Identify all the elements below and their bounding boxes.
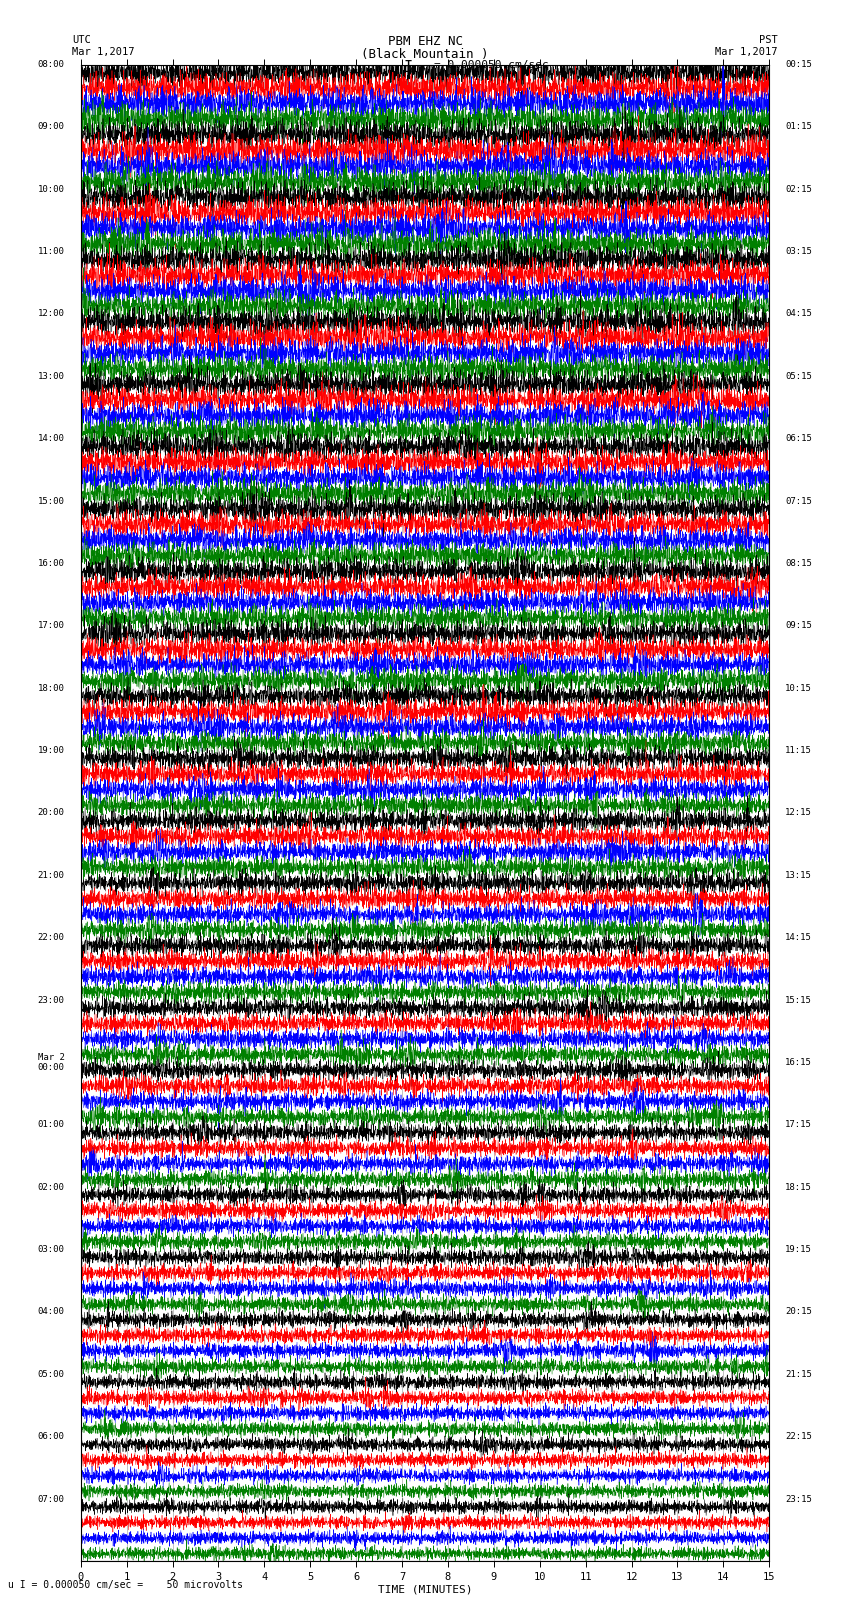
Text: 16:15: 16:15 (785, 1058, 813, 1066)
Text: 20:15: 20:15 (785, 1308, 813, 1316)
Text: 06:00: 06:00 (37, 1432, 65, 1440)
Text: 09:00: 09:00 (37, 123, 65, 131)
Text: 16:00: 16:00 (37, 560, 65, 568)
Text: u I = 0.000050 cm/sec =    50 microvolts: u I = 0.000050 cm/sec = 50 microvolts (8, 1581, 243, 1590)
Text: 01:15: 01:15 (785, 123, 813, 131)
Text: 20:00: 20:00 (37, 808, 65, 818)
Text: Mar 1,2017: Mar 1,2017 (72, 47, 135, 56)
Text: 06:15: 06:15 (785, 434, 813, 444)
Text: UTC: UTC (72, 35, 91, 45)
Text: 22:00: 22:00 (37, 934, 65, 942)
Text: 14:00: 14:00 (37, 434, 65, 444)
Text: 04:15: 04:15 (785, 310, 813, 318)
Text: 10:00: 10:00 (37, 185, 65, 194)
Text: 02:15: 02:15 (785, 185, 813, 194)
Text: = 0.000050 cm/sec: = 0.000050 cm/sec (434, 60, 548, 69)
Text: 07:15: 07:15 (785, 497, 813, 505)
Text: 11:15: 11:15 (785, 747, 813, 755)
Text: PST: PST (759, 35, 778, 45)
Text: 03:00: 03:00 (37, 1245, 65, 1253)
Text: 13:00: 13:00 (37, 373, 65, 381)
Text: 18:15: 18:15 (785, 1182, 813, 1192)
Text: 15:00: 15:00 (37, 497, 65, 505)
Text: 11:00: 11:00 (37, 247, 65, 256)
Text: 04:00: 04:00 (37, 1308, 65, 1316)
Text: 17:15: 17:15 (785, 1121, 813, 1129)
Text: 22:15: 22:15 (785, 1432, 813, 1440)
Text: 07:00: 07:00 (37, 1495, 65, 1503)
Text: 18:00: 18:00 (37, 684, 65, 692)
Text: 12:00: 12:00 (37, 310, 65, 318)
Text: 12:15: 12:15 (785, 808, 813, 818)
Text: 05:00: 05:00 (37, 1369, 65, 1379)
Text: 14:15: 14:15 (785, 934, 813, 942)
Text: 09:15: 09:15 (785, 621, 813, 631)
Text: 01:00: 01:00 (37, 1121, 65, 1129)
Text: 15:15: 15:15 (785, 995, 813, 1005)
Text: 08:15: 08:15 (785, 560, 813, 568)
Text: 23:00: 23:00 (37, 995, 65, 1005)
Text: 00:15: 00:15 (785, 60, 813, 69)
Text: 00:00: 00:00 (37, 1063, 65, 1073)
Text: Mar 1,2017: Mar 1,2017 (715, 47, 778, 56)
Text: PBM EHZ NC: PBM EHZ NC (388, 35, 462, 48)
Text: 21:00: 21:00 (37, 871, 65, 879)
Text: 19:15: 19:15 (785, 1245, 813, 1253)
Text: 03:15: 03:15 (785, 247, 813, 256)
Text: 19:00: 19:00 (37, 747, 65, 755)
Text: 02:00: 02:00 (37, 1182, 65, 1192)
Text: I: I (404, 60, 412, 74)
Text: 13:15: 13:15 (785, 871, 813, 879)
Text: 10:15: 10:15 (785, 684, 813, 692)
Text: 05:15: 05:15 (785, 373, 813, 381)
Text: 17:00: 17:00 (37, 621, 65, 631)
Text: Mar 2: Mar 2 (37, 1053, 65, 1061)
Text: 23:15: 23:15 (785, 1495, 813, 1503)
Text: 08:00: 08:00 (37, 60, 65, 69)
Text: (Black Mountain ): (Black Mountain ) (361, 48, 489, 61)
X-axis label: TIME (MINUTES): TIME (MINUTES) (377, 1584, 473, 1595)
Text: 21:15: 21:15 (785, 1369, 813, 1379)
